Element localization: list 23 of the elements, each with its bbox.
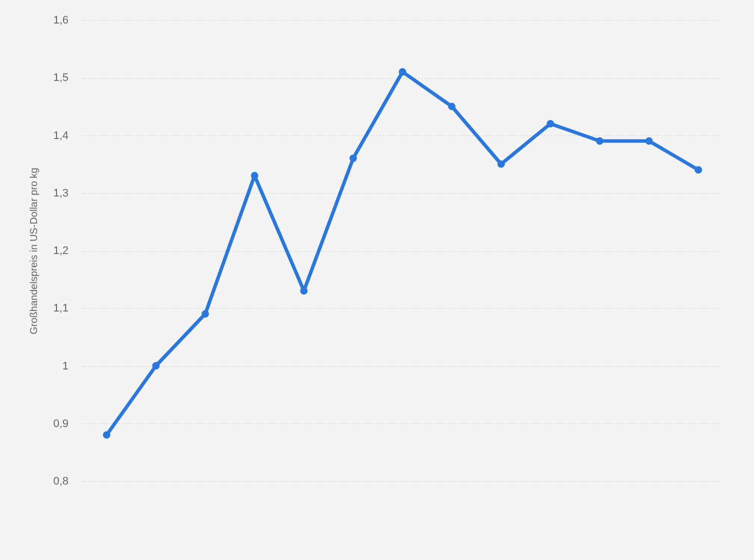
y-tick-label: 1,6 <box>53 14 68 26</box>
point <box>250 172 258 180</box>
y-tick-label: 0,9 <box>53 418 68 430</box>
y-tick-label: 1,2 <box>53 245 68 257</box>
point <box>596 137 604 145</box>
y-tick-label: 1,4 <box>53 130 68 142</box>
point <box>497 160 505 168</box>
y-tick-label: 1,1 <box>53 302 68 315</box>
point <box>349 154 357 162</box>
point <box>102 431 110 439</box>
point <box>694 166 702 174</box>
point <box>546 120 554 128</box>
point <box>448 102 456 110</box>
y-axis-title: Großhandelspreis in US-Dollar pro kg <box>29 168 40 334</box>
point <box>645 137 653 145</box>
point <box>398 68 406 76</box>
point <box>202 310 209 318</box>
y-tick-label: 1 <box>62 360 68 372</box>
y-tick-label: 1,5 <box>53 72 68 84</box>
y-tick-label: 0,8 <box>53 476 68 488</box>
point <box>152 362 160 370</box>
y-tick-label: 1,3 <box>53 187 68 200</box>
point <box>300 287 308 295</box>
